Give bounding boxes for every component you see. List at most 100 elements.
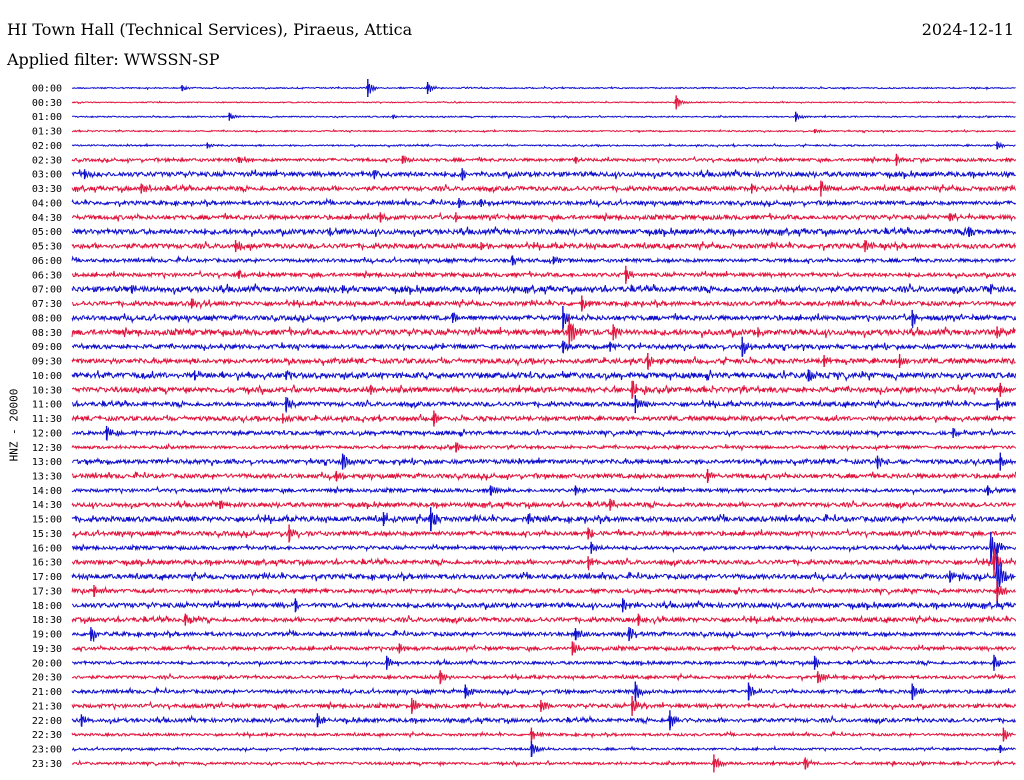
trace-row-0800 <box>71 311 1017 329</box>
trace-row-0130 <box>71 128 1016 134</box>
row-time-label: 01:00 <box>32 112 62 123</box>
row-time-label: 10:30 <box>32 385 62 396</box>
trace-row-1230 <box>71 442 1017 453</box>
trace-row-0400 <box>71 197 1017 209</box>
row-time-label: 06:00 <box>32 256 62 267</box>
trace-row-0430 <box>71 211 1017 223</box>
row-time-label: 01:30 <box>32 127 62 138</box>
trace-row-2300 <box>71 744 1016 757</box>
trace-row-1930 <box>71 642 1016 655</box>
trace-row-0330 <box>71 181 1017 194</box>
row-time-label: 23:30 <box>32 759 62 770</box>
trace-row-1100 <box>71 397 1017 413</box>
trace-row-0030 <box>71 98 1016 108</box>
row-time-label: 17:00 <box>32 572 62 583</box>
trace-row-0200 <box>71 141 1016 149</box>
row-time-label: 09:00 <box>32 342 62 353</box>
row-time-label: 00:30 <box>32 98 62 109</box>
row-time-label: 14:00 <box>32 486 62 497</box>
trace-row-0300 <box>71 168 1016 181</box>
trace-row-0530 <box>71 240 1017 252</box>
trace-row-0900 <box>72 341 1017 357</box>
row-time-label: 11:00 <box>32 400 62 411</box>
trace-row-0630 <box>71 269 1017 281</box>
trace-row-2030 <box>71 672 1016 683</box>
row-time-label: 05:00 <box>32 227 62 238</box>
trace-row-1630 <box>71 551 1017 572</box>
row-time-label: 12:30 <box>32 443 62 454</box>
trace-row-2000 <box>71 656 1016 669</box>
row-time-label: 04:00 <box>32 198 62 209</box>
row-time-label: 22:00 <box>32 716 62 727</box>
station-title: HI Town Hall (Technical Services), Pirae… <box>7 20 413 39</box>
row-time-label: 14:30 <box>32 500 62 511</box>
trace-row-1130 <box>71 412 1016 426</box>
trace-row-2130 <box>71 699 1017 712</box>
trace-row-1030 <box>71 380 1017 397</box>
row-time-label: 08:00 <box>32 313 62 324</box>
trace-row-1400 <box>71 485 1017 497</box>
row-time-label: 10:00 <box>32 371 62 382</box>
row-time-label: 04:30 <box>32 213 62 224</box>
record-date: 2024-12-11 <box>921 20 1014 39</box>
trace-row-1000 <box>71 369 1017 382</box>
trace-row-2200 <box>71 714 1017 729</box>
row-time-label: 19:30 <box>32 644 62 655</box>
trace-row-0930 <box>71 356 1016 371</box>
row-time-label: 20:30 <box>32 673 62 684</box>
trace-row-1430 <box>71 499 1017 510</box>
row-time-label: 02:30 <box>32 155 62 166</box>
row-time-label: 18:30 <box>32 615 62 626</box>
row-time-label: 21:00 <box>32 687 62 698</box>
trace-row-2230 <box>71 730 1016 741</box>
trace-row-1200 <box>71 426 1016 441</box>
trace-row-2330 <box>71 757 1016 770</box>
trace-row-1700 <box>71 562 1016 605</box>
row-time-label: 15:30 <box>32 529 62 540</box>
trace-row-1300 <box>71 454 1017 470</box>
trace-row-0230 <box>71 154 1017 165</box>
row-time-label: 19:00 <box>32 630 62 641</box>
row-time-label: 07:30 <box>32 299 62 310</box>
row-time-label: 22:30 <box>32 730 62 741</box>
row-time-label: 13:00 <box>32 457 62 468</box>
row-time-label: 16:30 <box>32 558 62 569</box>
row-time-label: 02:00 <box>32 141 62 152</box>
trace-row-0830 <box>71 323 1016 342</box>
row-time-label: 21:30 <box>32 701 62 712</box>
trace-row-0600 <box>71 255 1016 266</box>
trace-row-1600 <box>71 537 1017 562</box>
row-time-label: 07:00 <box>32 285 62 296</box>
trace-row-0700 <box>71 283 1017 295</box>
row-time-label: 08:30 <box>32 328 62 339</box>
row-time-label: 15:00 <box>32 515 62 526</box>
row-time-label: 05:30 <box>32 242 62 253</box>
trace-row-1900 <box>71 627 1017 642</box>
row-time-label: 23:00 <box>32 745 62 756</box>
trace-row-1500 <box>71 512 1017 532</box>
trace-row-1730 <box>71 585 1016 600</box>
row-time-label: 13:30 <box>32 471 62 482</box>
row-time-label: 12:00 <box>32 428 62 439</box>
row-time-label: 17:30 <box>32 586 62 597</box>
trace-row-0500 <box>71 226 1017 238</box>
trace-row-2100 <box>71 684 1017 701</box>
trace-row-0730 <box>71 298 1017 311</box>
row-time-label: 20:00 <box>32 658 62 669</box>
trace-row-1530 <box>71 527 1017 541</box>
filter-label: Applied filter: WWSSN-SP <box>7 50 220 69</box>
row-time-label: 03:00 <box>32 170 62 181</box>
trace-row-0000 <box>72 83 1016 95</box>
row-time-label: 09:30 <box>32 357 62 368</box>
row-time-label: 00:00 <box>32 84 62 95</box>
row-time-label: 06:30 <box>32 270 62 281</box>
row-time-label: 16:00 <box>32 543 62 554</box>
trace-row-1830 <box>71 614 1017 627</box>
row-time-label: 03:30 <box>32 184 62 195</box>
trace-row-1330 <box>71 471 1017 482</box>
row-time-label: 11:30 <box>32 414 62 425</box>
trace-row-1800 <box>72 599 1017 612</box>
trace-row-0100 <box>71 113 1016 121</box>
row-time-label: 18:00 <box>32 601 62 612</box>
